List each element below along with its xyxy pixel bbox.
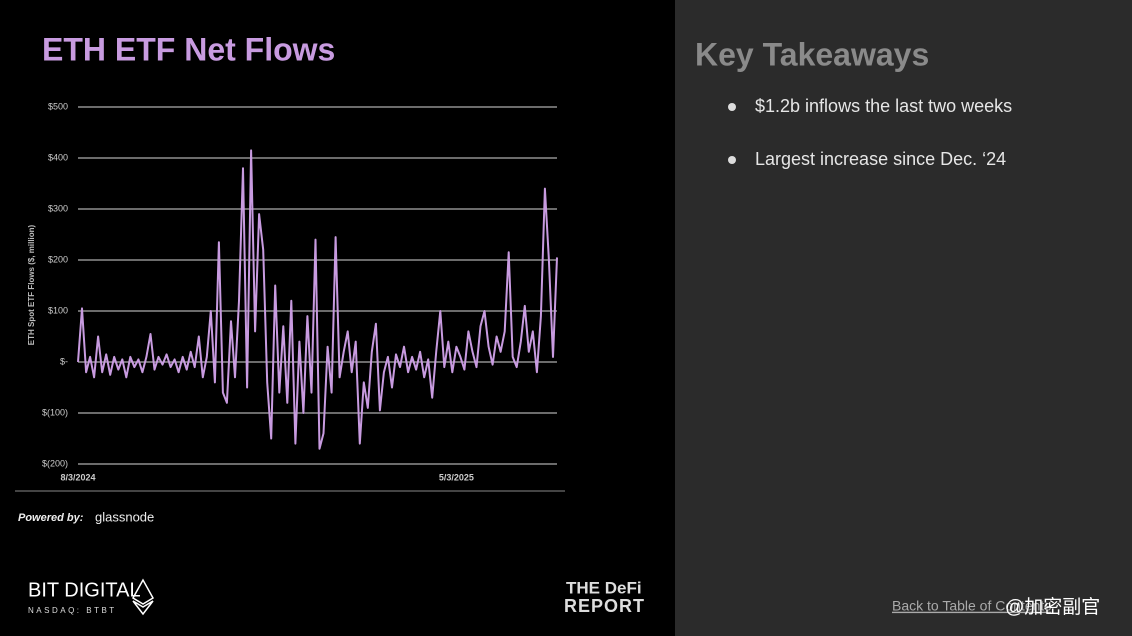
source: glassnode	[95, 509, 154, 524]
ticker: NASDAQ: BTBT	[28, 606, 117, 615]
y-tick-label: $-	[60, 356, 68, 366]
bullet	[728, 156, 736, 164]
chart-title: ETH ETF Net Flows	[42, 31, 335, 67]
right-panel	[675, 0, 1132, 636]
flow-line	[77, 149, 558, 450]
takeaway: Largest increase since Dec. ‘24	[755, 149, 1006, 169]
y-tick-label: $200	[48, 254, 68, 264]
partner-logo: REPORT	[564, 596, 645, 616]
x-tick-label: 5/3/2025	[439, 472, 474, 482]
takeaway: $1.2b inflows the last two weeks	[755, 96, 1012, 116]
eth-logo	[131, 578, 155, 616]
y-tick-label: $(100)	[42, 407, 68, 417]
x-tick-label: 8/3/2024	[60, 472, 95, 482]
sidebar-title: Key Takeaways	[695, 36, 929, 72]
powered-by: Powered by:	[18, 512, 84, 524]
bullet	[728, 103, 736, 111]
y-tick-label: $400	[48, 152, 68, 162]
y-axis-title: ETH Spot ETF Flows ($, million)	[27, 224, 36, 345]
y-tick-label: $500	[48, 101, 68, 111]
toc-link[interactable]: Back to Table of Contents	[892, 598, 1051, 614]
partner-logo: THE DeFi	[566, 578, 642, 597]
y-tick-label: $100	[48, 305, 68, 315]
y-tick-label: $300	[48, 203, 68, 213]
brand: BIT DIGITAL	[28, 579, 141, 601]
y-tick-label: $(200)	[42, 458, 68, 468]
watermark: @加密副官	[1005, 596, 1100, 618]
